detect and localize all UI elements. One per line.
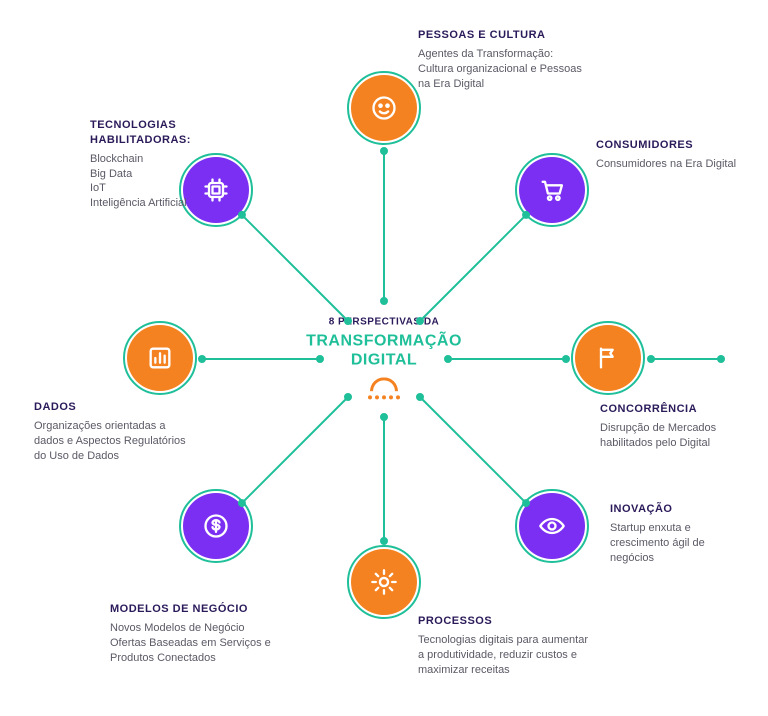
spoke-pessoas: [383, 151, 385, 301]
face-icon: [351, 75, 417, 141]
spoke-tecnologias: [241, 214, 348, 321]
label-processos: PROCESSOS Tecnologias digitais para aumen…: [418, 614, 588, 677]
label-heading: PESSOAS E CULTURA: [418, 28, 588, 43]
label-desc: Startup enxuta e crescimento ágil de neg…: [610, 521, 750, 566]
center-decor-icon: [284, 378, 484, 400]
label-consumidores: CONSUMIDORES Consumidores na Era Digital: [596, 138, 746, 172]
node-pessoas: [347, 71, 421, 145]
label-modelos: MODELOS DE NEGÓCIO Novos Modelos de Negóc…: [110, 602, 280, 665]
label-heading: PROCESSOS: [418, 614, 588, 629]
spoke-processos: [383, 417, 385, 541]
label-concorrencia: CONCORRÊNCIA Disrupção de Mercados habili…: [600, 402, 760, 451]
label-desc: Consumidores na Era Digital: [596, 157, 746, 172]
node-dados: [123, 321, 197, 395]
label-dados: DADOS Organizações orientadas a dados e A…: [34, 400, 194, 463]
spoke-consumidores: [419, 214, 526, 321]
label-tecnologias: TECNOLOGIAS HABILITADORAS: Blockchain Big…: [90, 118, 210, 211]
label-desc: Novos Modelos de Negócio Ofertas Baseada…: [110, 621, 280, 666]
label-heading: INOVAÇÃO: [610, 502, 750, 517]
node-concorrencia: [571, 321, 645, 395]
spoke-ext-concorrencia: [651, 358, 721, 360]
label-heading: CONSUMIDORES: [596, 138, 746, 153]
label-desc: Organizações orientadas a dados e Aspect…: [34, 419, 194, 464]
gear-icon: [351, 549, 417, 615]
node-processos: [347, 545, 421, 619]
spoke-modelos: [241, 396, 348, 503]
label-pessoas: PESSOAS E CULTURA Agentes da Transformaçã…: [418, 28, 588, 91]
label-desc: Agentes da Transformação: Cultura organi…: [418, 47, 588, 92]
chart-icon: [127, 325, 193, 391]
spoke-concorrencia: [448, 358, 566, 360]
label-desc: Blockchain Big Data IoT Inteligência Art…: [90, 152, 210, 211]
spoke-dados: [202, 358, 320, 360]
center-title: TRANSFORMAÇÃO DIGITAL: [284, 331, 484, 369]
label-heading: DADOS: [34, 400, 194, 415]
label-desc: Disrupção de Mercados habilitados pelo D…: [600, 421, 760, 451]
label-heading: CONCORRÊNCIA: [600, 402, 760, 417]
label-inovacao: INOVAÇÃO Startup enxuta e crescimento ági…: [610, 502, 750, 565]
label-heading: MODELOS DE NEGÓCIO: [110, 602, 280, 617]
diagram-stage: 8 PERSPECTIVAS DA TRANSFORMAÇÃO DIGITAL …: [0, 0, 768, 716]
flag-icon: [575, 325, 641, 391]
spoke-inovacao: [419, 396, 526, 503]
label-desc: Tecnologias digitais para aumentar a pro…: [418, 633, 588, 678]
label-heading: TECNOLOGIAS HABILITADORAS:: [90, 118, 210, 148]
center-subtitle: 8 PERSPECTIVAS DA: [284, 316, 484, 327]
